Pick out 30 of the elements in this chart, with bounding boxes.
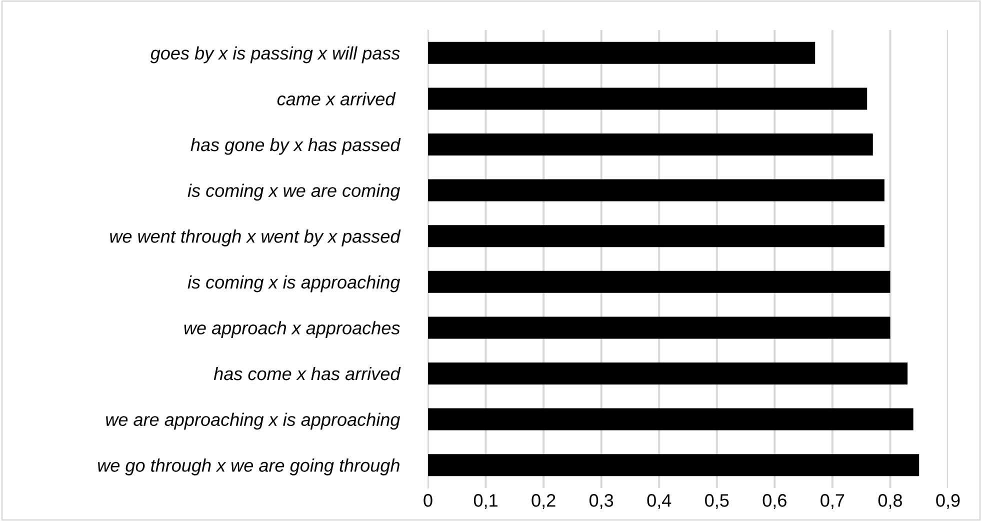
y-tick-label: we are approaching x is approaching xyxy=(106,412,400,430)
y-tick-label: is coming x we are coming xyxy=(188,184,400,201)
bar xyxy=(428,270,890,293)
x-tick-label: 0,1 xyxy=(474,494,498,509)
bar xyxy=(428,362,908,384)
y-tick-label: goes by x is passing x will pass xyxy=(150,46,400,64)
y-tick-label: we go through x we are going through xyxy=(98,458,400,476)
bar xyxy=(428,42,816,64)
bar xyxy=(428,408,914,430)
x-tick-label: 0,6 xyxy=(762,494,786,509)
y-tick-label: we went through x went by x passed xyxy=(110,230,401,246)
x-tick-label: 0,2 xyxy=(532,494,556,509)
x-tick-label: 0,7 xyxy=(820,494,844,509)
x-tick-label: 0,3 xyxy=(589,494,614,509)
x-tick-label: 0,5 xyxy=(705,494,729,509)
bar xyxy=(428,179,884,202)
y-tick-label: we approach x approaches xyxy=(184,321,400,338)
bar xyxy=(428,454,920,476)
bar xyxy=(428,225,884,248)
y-tick-label: has gone by x has passed xyxy=(190,138,401,155)
bar xyxy=(428,88,868,110)
bar xyxy=(428,134,873,156)
x-tick-label: 0,4 xyxy=(647,494,672,509)
y-tick-label: has come x has arrived xyxy=(214,366,401,380)
y-tick-label: is coming x is approaching xyxy=(188,275,400,292)
x-tick-label: 0,9 xyxy=(936,494,960,509)
x-tick-label: 0,8 xyxy=(878,494,902,509)
x-tick-label: 0 xyxy=(424,494,432,507)
y-tick-label: came x arrived xyxy=(277,92,396,106)
bar xyxy=(428,316,890,339)
